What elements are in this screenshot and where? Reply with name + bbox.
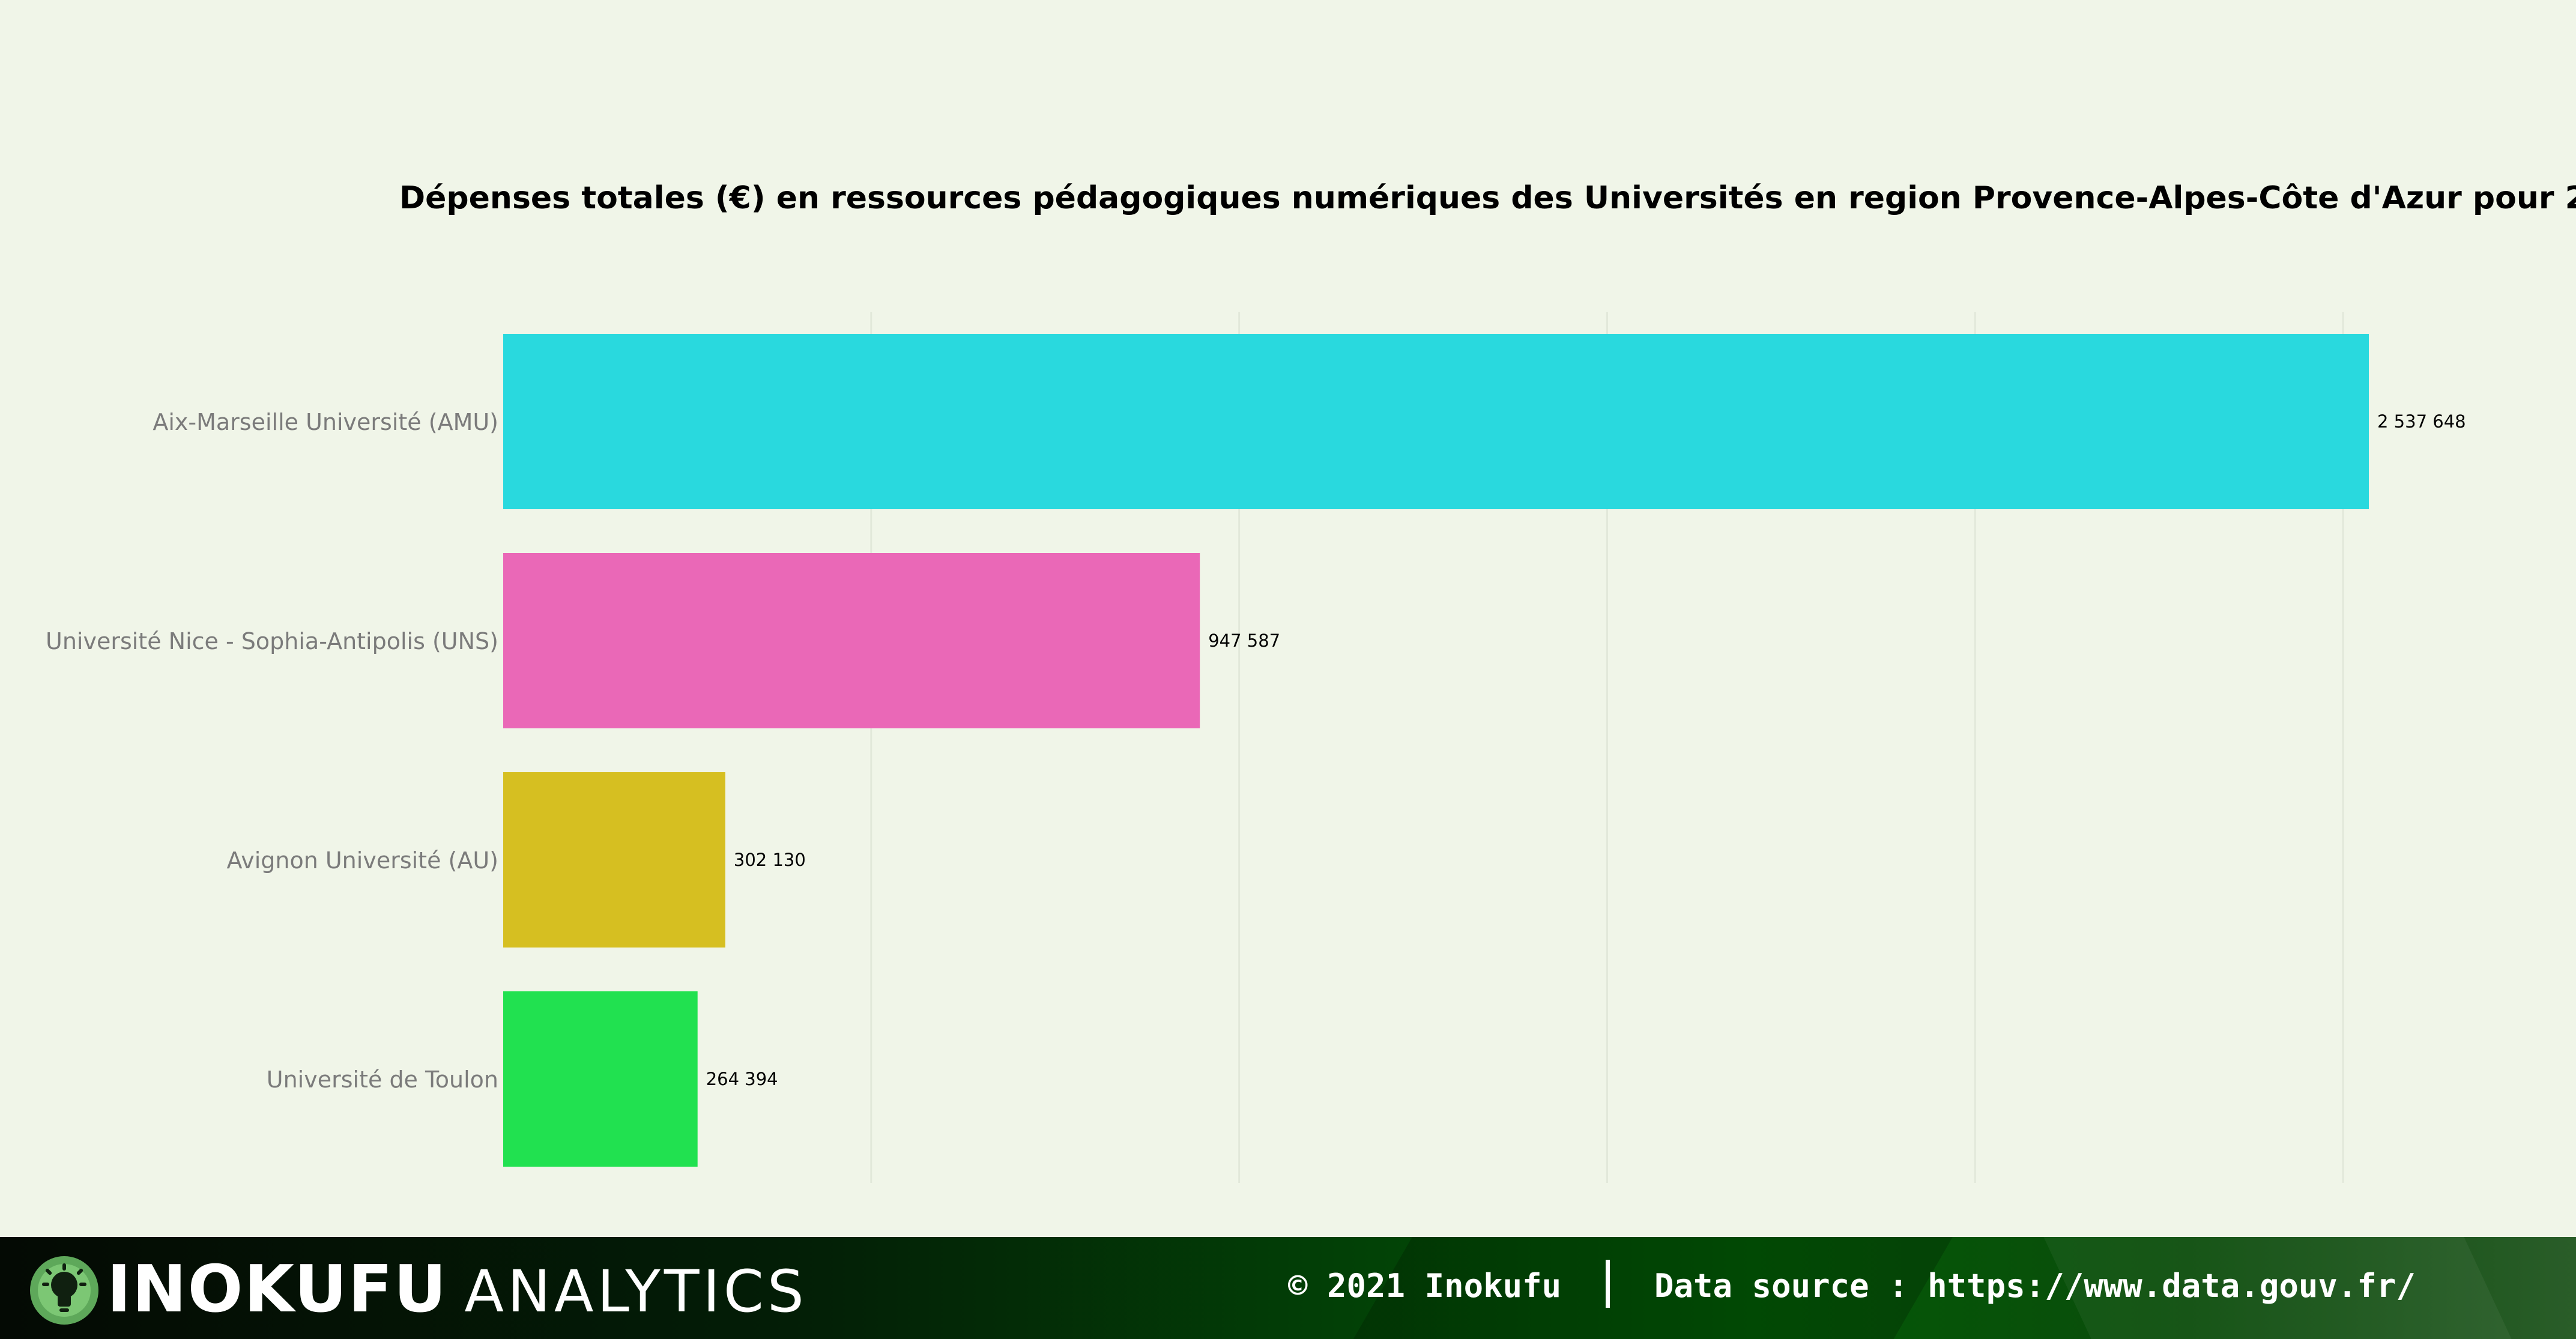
brand-name: INOKUFU xyxy=(107,1252,448,1327)
value-label: 302 130 xyxy=(734,850,806,870)
category-label: Aix-Marseille Université (AMU) xyxy=(153,409,498,435)
footer-divider xyxy=(1606,1260,1610,1308)
bar xyxy=(503,553,1200,728)
category-label: Université Nice - Sophia-Antipolis (UNS) xyxy=(46,628,498,654)
value-label: 947 587 xyxy=(1208,630,1280,651)
brand-suffix: ANALYTICS xyxy=(464,1258,808,1325)
bar xyxy=(503,772,725,948)
footer-banner: INOKUFU ANALYTICS © 2021 Inokufu Data sou… xyxy=(0,1237,2576,1339)
bar xyxy=(503,991,698,1167)
lightbulb-logo-icon xyxy=(30,1256,98,1325)
value-label: 264 394 xyxy=(706,1069,778,1089)
category-label: Université de Toulon xyxy=(267,1066,498,1093)
chart-title: Dépenses totales (€) en ressources pédag… xyxy=(399,180,2576,216)
copyright-text: © 2021 Inokufu xyxy=(1288,1267,1562,1305)
bar xyxy=(503,334,2369,509)
data-source-text: Data source : https://www.data.gouv.fr/ xyxy=(1654,1267,2416,1305)
category-label: Avignon Université (AU) xyxy=(226,847,498,874)
value-label: 2 537 648 xyxy=(2377,411,2466,432)
brand-logo: INOKUFU ANALYTICS xyxy=(107,1257,808,1325)
bar-chart: Aix-Marseille Université (AMU) 2 537 648 U… xyxy=(46,312,2466,1183)
